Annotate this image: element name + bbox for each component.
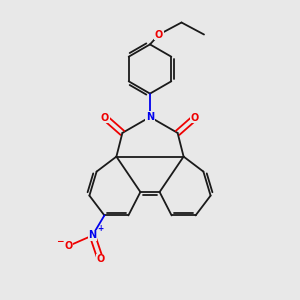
Text: O: O — [155, 29, 163, 40]
Text: +: + — [98, 224, 104, 233]
Text: O: O — [96, 254, 105, 265]
Text: N: N — [88, 230, 97, 241]
Text: O: O — [64, 241, 73, 251]
Text: O: O — [191, 112, 199, 123]
Text: −: − — [56, 237, 63, 246]
Text: N: N — [146, 112, 154, 122]
Text: O: O — [101, 112, 109, 123]
